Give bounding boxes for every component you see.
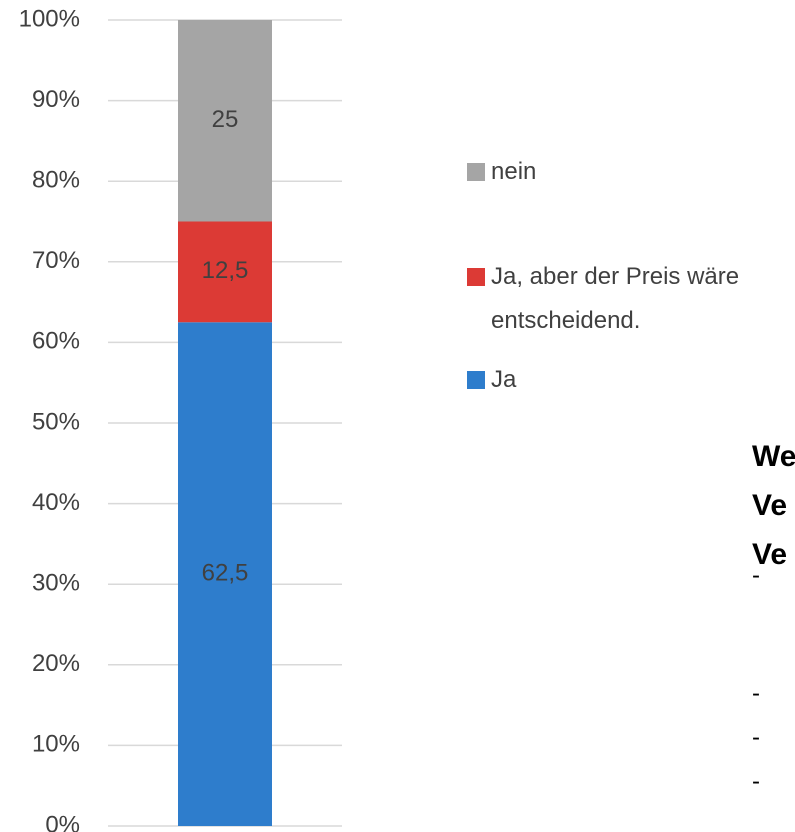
legend-swatch	[467, 371, 485, 389]
data-label: 25	[212, 106, 239, 133]
side-heading: Ve	[752, 538, 788, 571]
y-tick-label: 0%	[45, 811, 80, 832]
y-tick-label: 80%	[32, 167, 80, 194]
y-tick-label: 50%	[32, 408, 80, 435]
y-tick-label: 30%	[32, 570, 80, 597]
bar-segment	[178, 20, 272, 222]
legend-label: nein	[491, 158, 537, 185]
side-bullet: -	[752, 768, 760, 795]
side-heading: Ve	[752, 489, 788, 522]
bar-segment	[178, 221, 272, 323]
data-label: 62,5	[202, 559, 249, 586]
side-heading: We	[752, 440, 795, 473]
legend-label: Ja	[491, 366, 517, 393]
y-tick-label: 60%	[32, 328, 80, 355]
y-tick-label: 100%	[19, 5, 80, 32]
y-tick-label: 10%	[32, 731, 80, 758]
legend-item: Ja, aber der Preis wäre entscheidend.	[467, 255, 791, 343]
y-tick-label: 20%	[32, 650, 80, 677]
legend-swatch	[467, 163, 485, 181]
y-tick-label: 70%	[32, 247, 80, 274]
legend-label: Ja, aber der Preis wäre entscheidend.	[491, 263, 740, 334]
y-tick-label: 40%	[32, 489, 80, 516]
legend-item: nein	[467, 150, 791, 194]
side-bullet: -	[752, 562, 760, 589]
bar-segment	[178, 322, 272, 826]
side-bullet: -	[752, 680, 760, 707]
legend-swatch	[467, 268, 485, 286]
data-label: 12,5	[202, 257, 249, 284]
legend-item: Ja	[467, 358, 791, 402]
side-bullet: -	[752, 724, 760, 751]
y-tick-label: 90%	[32, 86, 80, 113]
